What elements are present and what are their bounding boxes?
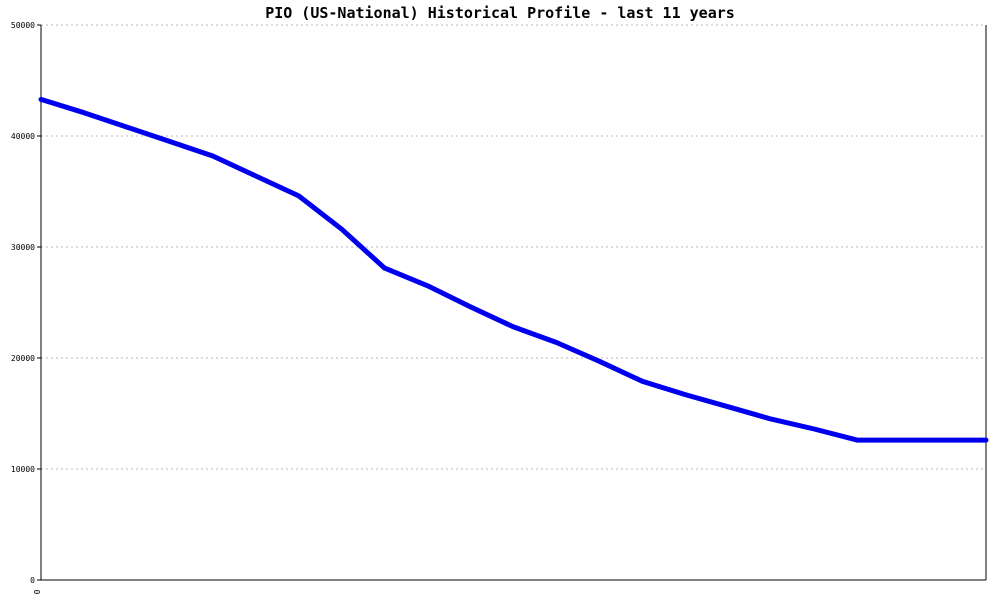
axes bbox=[40, 25, 987, 581]
y-tick-label: 40000 bbox=[11, 132, 35, 141]
y-tick-label: 50000 bbox=[11, 21, 35, 30]
x-tick-label: 0 bbox=[33, 589, 42, 594]
y-tick-labels: 0 10000 20000 30000 40000 50000 bbox=[11, 21, 41, 585]
chart-title: PIO (US-National) Historical Profile - l… bbox=[265, 4, 735, 22]
grid-lines bbox=[41, 24, 986, 470]
y-tick-label: 20000 bbox=[11, 354, 35, 363]
series-layer bbox=[38, 96, 989, 443]
y-tick-label: 30000 bbox=[11, 243, 35, 252]
y-tick-label: 0 bbox=[30, 576, 35, 585]
x-tick-labels: 0 bbox=[33, 589, 42, 594]
y-tick-label: 10000 bbox=[11, 465, 35, 474]
series-line bbox=[38, 96, 989, 443]
